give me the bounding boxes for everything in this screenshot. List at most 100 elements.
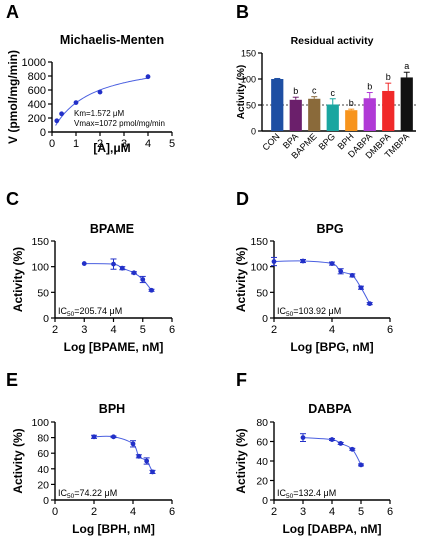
significance-letter: b: [386, 72, 391, 82]
data-point: [367, 301, 373, 307]
data-point: [300, 258, 306, 264]
y-axis-label: V (pmol/mg/min): [6, 50, 20, 144]
y-tick-label: 150: [241, 49, 256, 59]
data-point: [144, 458, 150, 464]
ic50-annotation: IC50=103.92 μM: [277, 306, 341, 318]
panel-letter: B: [236, 2, 249, 22]
y-axis-label: Activity (%): [236, 65, 247, 119]
x-axis-label: Log [DABPA, nM]: [282, 522, 381, 536]
y-tick-label: 200: [28, 113, 46, 125]
x-tick-label: 0: [52, 506, 58, 518]
x-tick-label: 6: [387, 506, 393, 518]
x-tick-label: 2: [271, 324, 277, 336]
data-point: [271, 259, 277, 264]
y-tick-label: 0: [262, 495, 268, 507]
data-point: [349, 272, 355, 278]
data-point: [119, 265, 125, 271]
chart-title: Michaelis-Menten: [60, 33, 164, 47]
x-axis-label: Log [BPH, nM]: [72, 522, 155, 536]
y-axis-label: Activity (%): [234, 428, 248, 493]
y-tick-label: 40: [37, 464, 49, 476]
data-point: [111, 434, 116, 440]
data-point: [338, 268, 344, 274]
bar: [382, 90, 395, 131]
y-tick-label: 0: [251, 127, 256, 137]
panel-c: C BPAME 2 3 4 5 6 0 50 100 150 Activity (%) Log [BPA…: [6, 189, 175, 354]
y-axis-label: Activity (%): [11, 428, 25, 493]
chart-title: Residual activity: [291, 35, 374, 47]
data-point: [73, 100, 79, 105]
x-tick-label: 2: [91, 506, 97, 518]
x-tick-label: 4: [130, 506, 136, 518]
x-tick-label: 5: [140, 324, 146, 336]
x-tick-label: 4: [110, 324, 116, 336]
y-tick-label: 150: [250, 236, 268, 248]
y-tick-label: 40: [256, 456, 268, 468]
fit-curve: [93, 435, 153, 473]
data-point: [131, 270, 137, 276]
y-tick-label: 100: [250, 262, 268, 274]
ic50-annotation: IC50=205.74 μM: [58, 306, 122, 318]
significance-letter: b: [367, 82, 372, 92]
y-tick-label: 150: [31, 236, 49, 248]
x-tick-label: 5: [358, 506, 364, 518]
data-point: [329, 261, 335, 266]
x-tick-label: 3: [81, 324, 87, 336]
data-point: [136, 453, 142, 459]
panel-letter: F: [236, 370, 247, 390]
ic50-annotation: IC50=132.4 μM: [277, 488, 336, 500]
data-point: [54, 118, 60, 124]
y-tick-label: 0: [40, 127, 46, 139]
y-tick-label: 60: [256, 437, 268, 449]
data-point: [59, 111, 64, 117]
significance-letter: c: [331, 88, 336, 98]
bar: [308, 98, 321, 131]
bar: [326, 104, 339, 131]
bar: [289, 99, 302, 131]
y-tick-label: 50: [37, 287, 49, 299]
x-tick-label: 3: [121, 138, 127, 150]
y-tick-label: 400: [28, 99, 46, 111]
x-tick-label: 5: [169, 138, 175, 150]
y-tick-label: 20: [256, 476, 268, 488]
y-tick-label: 1000: [22, 57, 46, 69]
chart-title: DABPA: [308, 402, 352, 416]
y-tick-label: 100: [31, 417, 49, 429]
panel-letter: A: [6, 2, 19, 22]
data-point: [91, 434, 97, 440]
x-tick-label: 0: [49, 138, 55, 150]
data-point: [149, 287, 154, 293]
data-point: [349, 446, 355, 452]
x-tick-label: 4: [329, 324, 335, 336]
panel-letter: D: [236, 189, 249, 209]
x-tick-label: 6: [169, 324, 175, 336]
y-tick-label: 0: [43, 313, 49, 325]
bar: [271, 79, 284, 131]
x-axis-label: Log [BPAME, nM]: [64, 340, 164, 354]
y-tick-label: 100: [31, 262, 49, 274]
data-point: [150, 469, 155, 475]
panel-letter: C: [6, 189, 19, 209]
significance-letter: b: [349, 98, 354, 108]
annotation-vmax: Vmax=1072 pmol/mg/min: [74, 119, 165, 128]
x-tick-label: 2: [271, 506, 277, 518]
x-tick-label: 3: [300, 506, 306, 518]
x-tick-label: 4: [329, 506, 335, 518]
data-point: [130, 441, 136, 447]
category-label: CON: [260, 131, 281, 152]
data-point: [97, 89, 103, 95]
category-label: BPG: [317, 131, 338, 152]
data-point: [358, 462, 364, 468]
x-tick-label: 6: [387, 324, 393, 336]
y-axis-label: Activity (%): [234, 247, 248, 312]
y-tick-label: 50: [256, 287, 268, 299]
chart-title: BPH: [99, 402, 125, 416]
y-tick-label: 60: [37, 448, 49, 460]
fit-curve: [273, 260, 371, 304]
data-point: [300, 435, 306, 440]
data-point: [329, 437, 335, 442]
x-tick-label: 4: [145, 138, 151, 150]
